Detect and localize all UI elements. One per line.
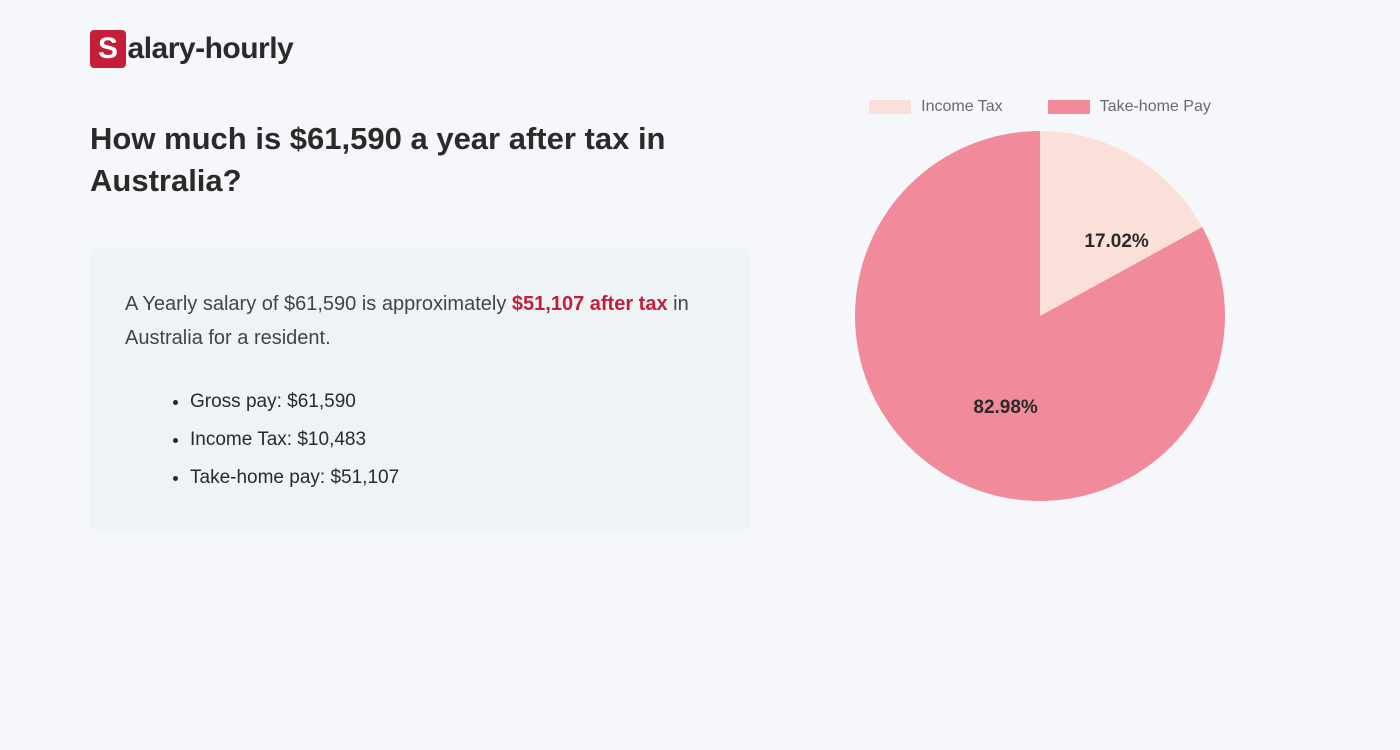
- logo-text: alary-hourly: [128, 32, 294, 66]
- summary-highlight: $51,107 after tax: [512, 293, 668, 315]
- bullet-list: Gross pay: $61,590 Income Tax: $10,483 T…: [125, 383, 715, 497]
- pie-label-tax: 17.02%: [1084, 231, 1148, 253]
- list-item: Take-home pay: $51,107: [190, 459, 715, 497]
- summary-pre: A Yearly salary of $61,590 is approximat…: [125, 293, 512, 315]
- logo-badge: S: [90, 30, 126, 68]
- legend-label-tax: Income Tax: [921, 98, 1003, 116]
- chart-legend: Income Tax Take-home Pay: [869, 98, 1211, 116]
- summary-box: A Yearly salary of $61,590 is approximat…: [90, 247, 750, 532]
- pie-chart: 17.02% 82.98%: [855, 131, 1225, 501]
- legend-swatch-takehome: [1048, 100, 1090, 114]
- summary-text: A Yearly salary of $61,590 is approximat…: [125, 287, 715, 355]
- legend-label-takehome: Take-home Pay: [1100, 98, 1211, 116]
- site-logo: Salary-hourly: [90, 30, 1310, 68]
- list-item: Gross pay: $61,590: [190, 383, 715, 421]
- right-column: Income Tax Take-home Pay 17.02% 82.98%: [810, 98, 1270, 532]
- pie-disc: [855, 131, 1225, 501]
- legend-swatch-tax: [869, 100, 911, 114]
- list-item: Income Tax: $10,483: [190, 421, 715, 459]
- legend-item-tax: Income Tax: [869, 98, 1003, 116]
- legend-item-takehome: Take-home Pay: [1048, 98, 1211, 116]
- left-column: How much is $61,590 a year after tax in …: [90, 118, 750, 532]
- main-content: How much is $61,590 a year after tax in …: [90, 118, 1310, 532]
- pie-label-takehome: 82.98%: [973, 397, 1037, 419]
- page-heading: How much is $61,590 a year after tax in …: [90, 118, 750, 202]
